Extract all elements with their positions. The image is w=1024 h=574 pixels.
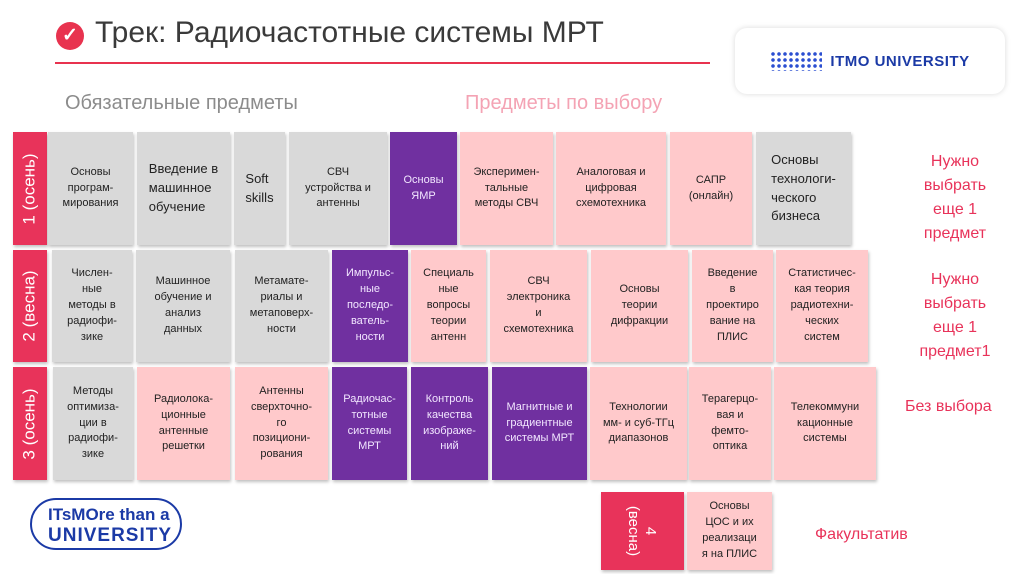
course-card[interactable]: Введение в машинное обучение [137,132,230,245]
course-card[interactable]: Телекоммуни кационные системы [774,367,876,480]
course-card[interactable]: Эксперимен- тальные методы СВЧ [460,132,553,245]
semester-note: Нужно выбрать еще 1 предмет1 [919,271,991,360]
check-icon: ✓ [56,22,84,50]
course-card[interactable]: Введение в проектиро вание на ПЛИС [692,250,773,362]
course-card[interactable]: СВЧ устройства и антенны [289,132,387,245]
semester-label: 1 (осень) [13,132,47,245]
required-header: Обязательные предметы [65,92,298,114]
course-card[interactable]: Основы ЦОС и их реализаци я на ПЛИС [687,492,772,570]
course-card[interactable]: Основы ЯМР [390,132,457,245]
course-card[interactable]: Специаль ные вопросы теории антенн [411,250,486,362]
course-card[interactable]: Радиолока- ционные антенные решетки [137,367,230,480]
course-card[interactable]: Радиочас- тотные системы МРТ [332,367,407,480]
course-card[interactable]: Контроль качества изображе- ний [411,367,488,480]
course-card[interactable]: Аналоговая и цифровая схемотехника [556,132,666,245]
course-card[interactable]: Терагерцо- вая и фемто- оптика [689,367,771,480]
course-card[interactable]: Основы теории дифракции [591,250,688,362]
semester-label: 2 (весна) [13,250,47,362]
footer-logo: ITsMOre than a UNIVERSITY [30,498,182,550]
semester-label: 3 (осень) [13,367,47,480]
course-card[interactable]: Антенны сверхточно- го позициони- ровани… [235,367,328,480]
course-card[interactable]: Методы оптимиза- ции в радиофи- зике [53,367,133,480]
course-card[interactable]: Технологии мм- и суб-ТГц диапазонов [590,367,687,480]
semester-label: 4 (весна) [601,492,684,570]
course-card[interactable]: СВЧ электроника и схемотехника [490,250,587,362]
course-card[interactable]: Импульс- ные последо- ватель- ности [332,250,408,362]
elective-header: Предметы по выбору [465,92,663,114]
logo-text: ITMO UNIVERSITY [830,52,970,70]
title-divider [55,62,710,64]
course-card[interactable]: Магнитные и градиентные системы МРТ [492,367,587,480]
course-card[interactable]: Soft skills [234,132,285,245]
course-card[interactable]: Машинное обучение и анализ данных [136,250,230,362]
page-title: Трек: Радиочастотные системы МРТ [95,16,604,49]
semester-note: Нужно выбрать еще 1 предмет [923,153,987,242]
itmo-dots-icon [770,51,823,71]
semester-note: Факультатив [815,526,908,543]
course-card[interactable]: Основы технологи- ческого бизнеса [756,132,851,245]
course-card[interactable]: Статистичес- кая теория радиотехни- ческ… [776,250,868,362]
semester-note: Без выбора [905,398,992,415]
course-card[interactable]: Числен- ные методы в радиофи- зике [52,250,132,362]
course-card[interactable]: Метамате- риалы и метаповерх- ности [235,250,328,362]
course-card[interactable]: Основы програм- мирования [48,132,133,245]
course-card[interactable]: САПР (онлайн) [670,132,752,245]
itmo-logo: ITMO UNIVERSITY [735,28,1005,94]
